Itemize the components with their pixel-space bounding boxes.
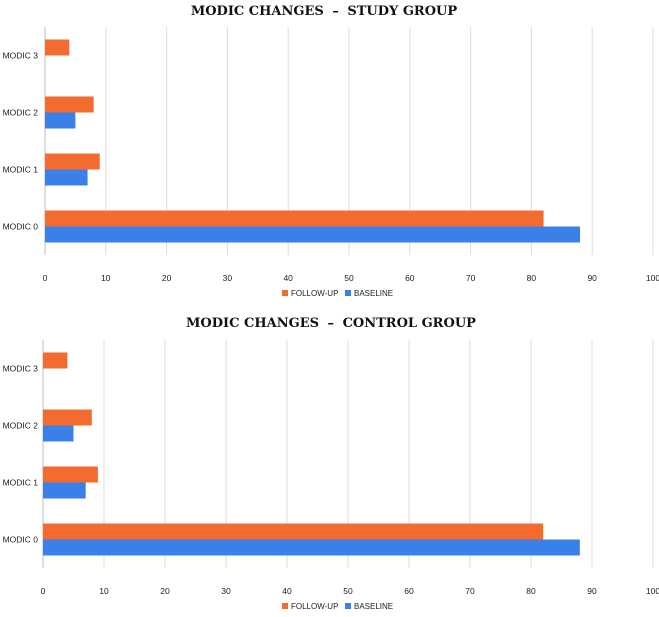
category-label: MODIC 2: [3, 421, 39, 431]
legend: FOLLOW-UP BASELINE: [282, 602, 393, 611]
category-label: MODIC 0: [3, 222, 39, 232]
study-group-chart: MODIC CHANGES – STUDY GROUP MODIC 0 MODIC…: [3, 4, 659, 298]
x-tick-label: 90: [587, 273, 597, 283]
bar-follow-up: [43, 409, 92, 426]
bar-baseline: [45, 169, 88, 186]
x-tick-label: 10: [101, 273, 111, 283]
legend-label: FOLLOW-UP: [291, 602, 338, 611]
bar-follow-up: [43, 523, 544, 540]
bar-follow-up: [45, 153, 100, 170]
x-tick-label: 60: [404, 586, 414, 596]
category-label: MODIC 1: [3, 165, 39, 175]
x-tick-label: 0: [43, 273, 48, 283]
x-tick-label: 30: [221, 586, 231, 596]
bar-follow-up: [45, 210, 544, 227]
bar-follow-up: [43, 352, 68, 369]
x-tick-label: 80: [527, 273, 537, 283]
x-tick-label: 40: [283, 273, 293, 283]
x-tick-label: 40: [282, 586, 292, 596]
x-tick-label: 60: [405, 273, 415, 283]
bar-baseline: [45, 226, 581, 243]
category-label: MODIC 3: [3, 364, 39, 374]
bar-baseline: [45, 112, 76, 129]
control-group-chart: MODIC CHANGES – CONTROL GROUP MODIC 0 MOD…: [3, 316, 659, 611]
x-tick-label: 90: [587, 586, 597, 596]
x-tick-label: 20: [160, 586, 170, 596]
x-tick-label: 50: [343, 586, 353, 596]
x-tick-label: 70: [466, 273, 476, 283]
x-tick-label: 50: [344, 273, 354, 283]
x-tick-label: 70: [465, 586, 475, 596]
bar-baseline: [43, 482, 86, 499]
legend-swatch: [282, 603, 288, 609]
legend-swatch: [345, 603, 351, 609]
category-label: MODIC 2: [3, 108, 39, 118]
chart-title: MODIC CHANGES – CONTROL GROUP: [186, 316, 476, 331]
legend-label: BASELINE: [354, 289, 393, 298]
bar-follow-up: [45, 39, 70, 56]
legend-label: FOLLOW-UP: [291, 289, 338, 298]
x-tick-label: 30: [223, 273, 233, 283]
bar-baseline: [43, 425, 74, 442]
category-label: MODIC 3: [3, 51, 39, 61]
x-tick-label: 20: [162, 273, 172, 283]
x-tick-label: 0: [41, 586, 46, 596]
bar-follow-up: [45, 96, 94, 113]
x-tick-label: 100: [646, 273, 659, 283]
x-tick-label: 100: [646, 586, 659, 596]
legend-swatch: [282, 290, 288, 296]
x-tick-label: 80: [526, 586, 536, 596]
category-label: MODIC 0: [3, 535, 39, 545]
bar-follow-up: [43, 466, 98, 483]
x-tick-label: 10: [99, 586, 109, 596]
category-label: MODIC 1: [3, 478, 39, 488]
bar-baseline: [43, 539, 580, 556]
legend-swatch: [345, 290, 351, 296]
chart-title: MODIC CHANGES – STUDY GROUP: [191, 4, 458, 19]
legend-label: BASELINE: [354, 602, 393, 611]
legend: FOLLOW-UP BASELINE: [282, 289, 393, 298]
